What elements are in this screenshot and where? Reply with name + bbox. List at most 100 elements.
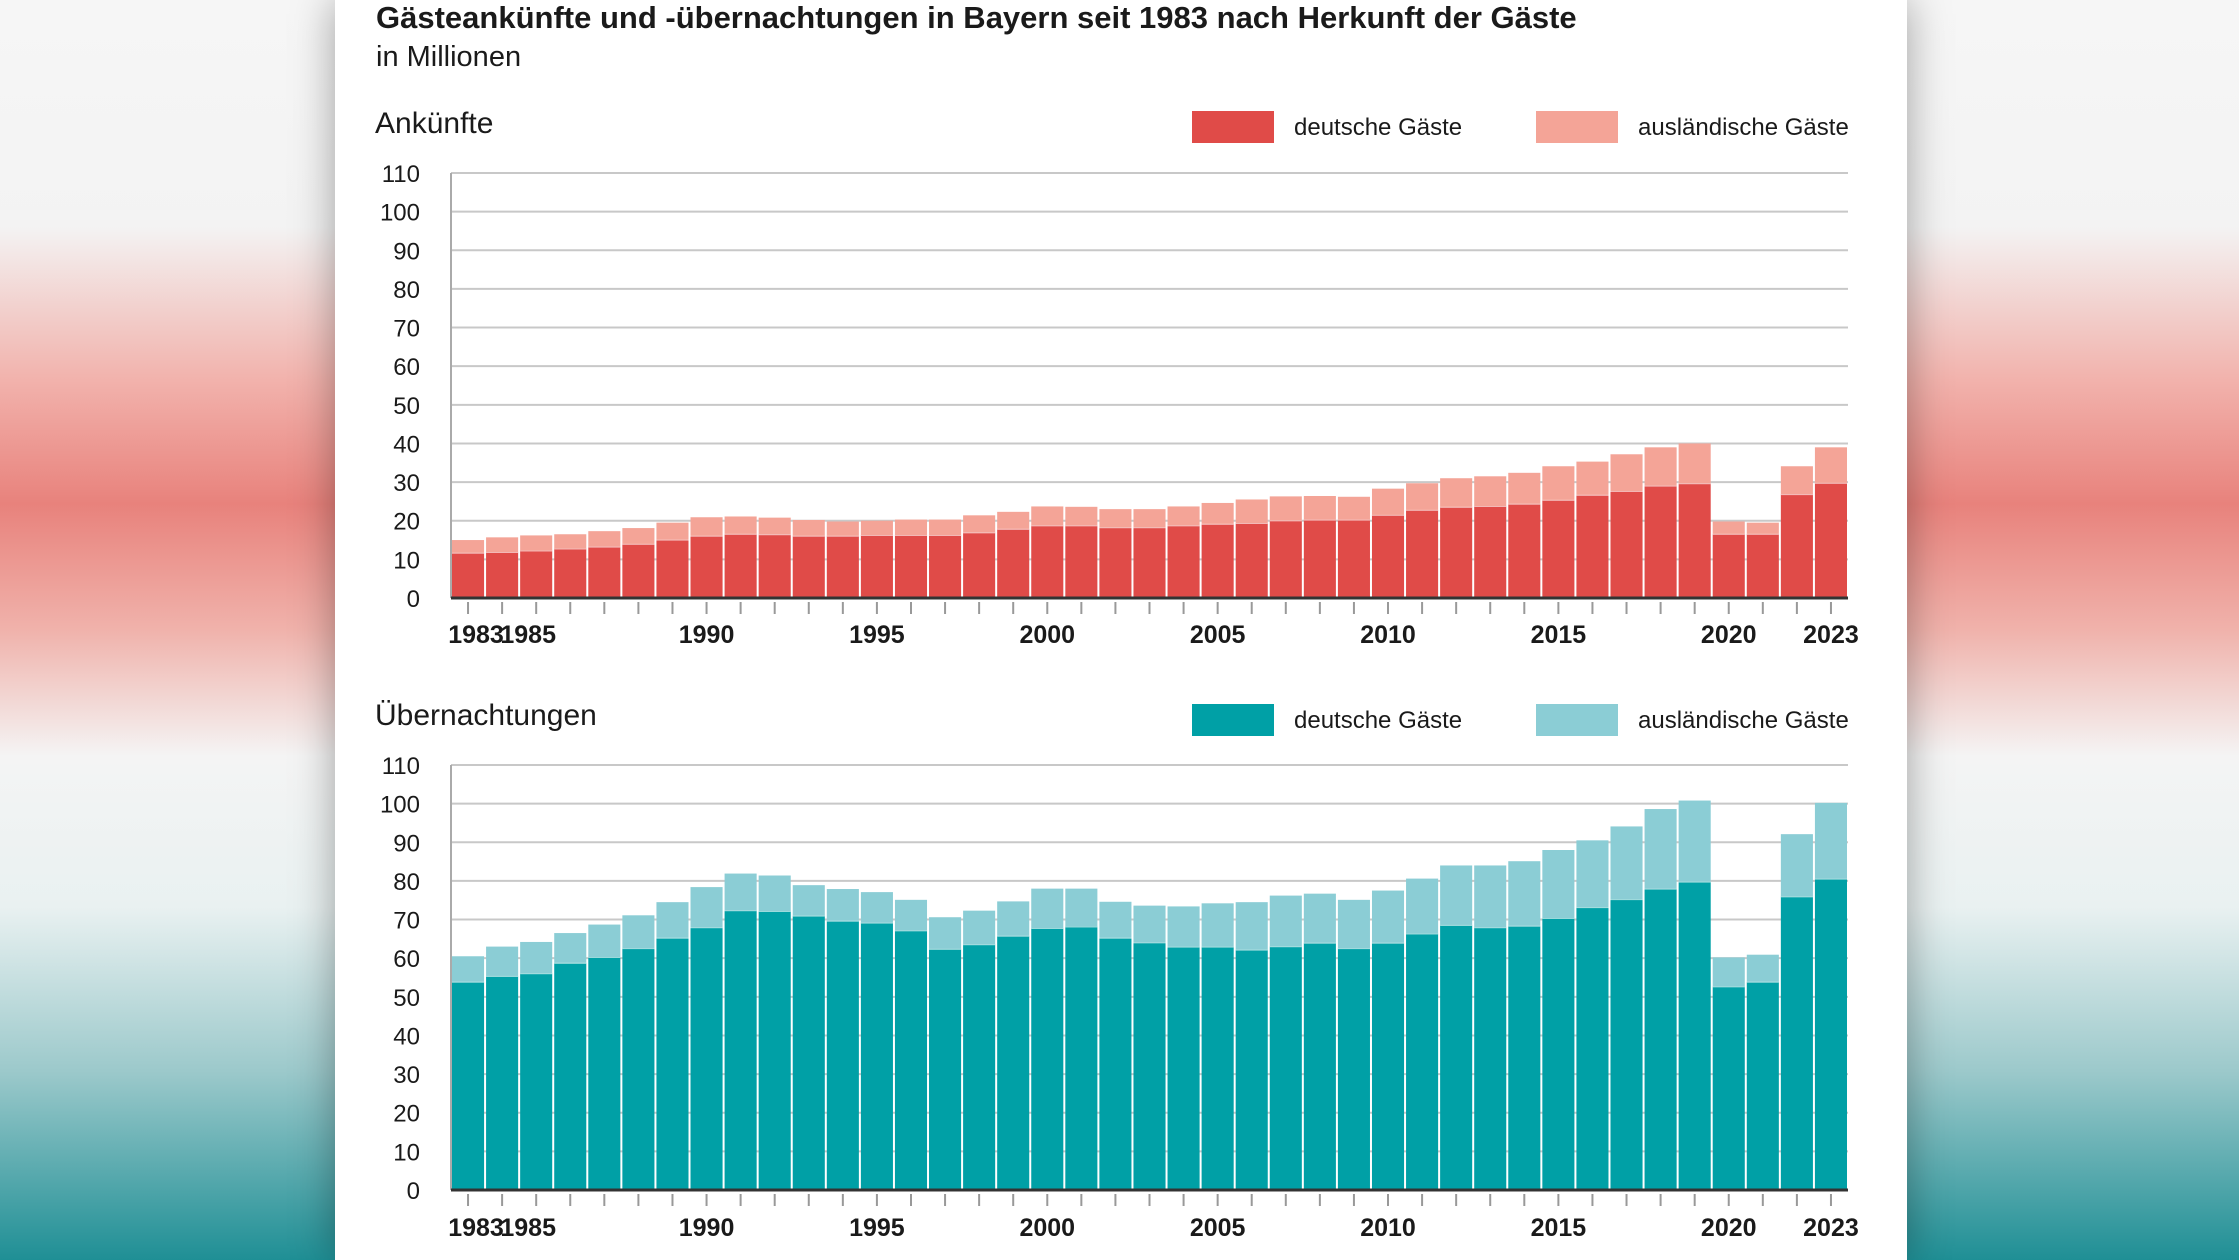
bar-german [894,535,928,598]
bar-foreign [860,520,893,536]
bar-german [520,973,553,1190]
x-tick-label: 1983 [448,1214,504,1242]
bar-foreign [724,516,757,534]
bar-foreign [1269,496,1302,521]
bar-german [690,535,723,598]
bar-foreign [724,873,757,911]
bar-german [1371,942,1405,1190]
x-tick-label: 2005 [1190,1214,1246,1242]
bar-foreign [758,517,791,535]
bar-foreign [963,910,996,945]
y-tick-label: 10 [393,1139,420,1166]
bar-german [554,548,587,598]
legend-swatch-foreign [1536,111,1618,143]
x-tick-label: 1995 [849,621,905,649]
bar-foreign [1031,506,1064,526]
bar-foreign [520,535,553,551]
bar-foreign [1610,454,1643,491]
y-tick-label: 30 [393,470,420,497]
bar-foreign [1814,802,1847,879]
y-tick-label: 20 [393,1101,420,1128]
bar-foreign [894,519,928,536]
bar-foreign [486,946,519,976]
bar-german [724,533,757,598]
bar-german [1031,525,1064,598]
bar-foreign [792,519,825,536]
bar-german [963,532,996,598]
bar-german [1576,907,1609,1190]
x-tick-label: 2000 [1019,1214,1075,1242]
bar-foreign [1167,506,1200,526]
bar-german [963,944,996,1190]
bar-german [1133,527,1166,598]
x-tick-label: 2015 [1531,621,1587,649]
bar-german [758,534,791,598]
bar-german [1065,926,1098,1190]
bar-foreign [1780,466,1813,495]
bar-german [1099,937,1132,1190]
legend-label-german: deutsche Gäste [1294,707,1462,734]
bar-foreign [1508,472,1541,504]
bar-foreign [1576,840,1609,908]
bar-foreign [1746,954,1779,982]
bar-foreign [1099,901,1132,938]
x-tick-label: 2020 [1701,621,1757,649]
bar-german [1337,948,1370,1190]
y-tick-label: 50 [393,393,420,420]
bar-foreign [1371,488,1405,515]
y-tick-label: 10 [393,547,420,574]
bar-german [1303,519,1336,598]
y-tick-label: 20 [393,509,420,536]
bar-foreign [1235,902,1268,950]
y-tick-label: 100 [380,792,420,819]
x-tick-label: 1990 [679,1214,735,1242]
bar-german [1031,928,1064,1190]
bar-foreign [588,531,621,547]
bar-foreign [894,899,928,931]
overnight-stays-chart: Übernachtungen deutsche Gäste ausländisc… [375,699,1859,1242]
bar-german [1337,519,1370,598]
bar-german [1814,482,1847,598]
chart-subtitle: in Millionen [376,41,521,73]
bar-foreign [1031,888,1064,929]
bar-german [1814,878,1847,1190]
bar-german [520,550,553,598]
bar-german [1099,527,1132,598]
bar-foreign [1780,834,1813,897]
bar-foreign [656,902,689,938]
bar-german [1474,506,1507,598]
bar-foreign [1406,878,1439,934]
bar-foreign [452,540,485,553]
bar-german [1678,483,1711,598]
bar-foreign [929,917,962,949]
bar-german [622,948,655,1190]
bar-foreign [1542,850,1575,918]
x-tick-label: 2023 [1803,1214,1859,1242]
bar-foreign [860,892,893,923]
bar-german [1508,503,1541,598]
bar-german [1542,499,1575,598]
bar-foreign [452,956,485,982]
bar-german [1065,525,1098,598]
y-tick-label: 0 [407,586,420,613]
legend-swatch-german [1192,111,1274,143]
bar-german [690,927,723,1190]
x-tick-label: 2015 [1531,1214,1587,1242]
bar-german [1678,881,1711,1190]
bar-foreign [1133,509,1166,528]
bar-foreign [520,941,553,974]
bar-german [1269,520,1302,598]
bar-foreign [554,933,587,963]
y-tick-label: 40 [393,431,420,458]
bar-german [1133,942,1166,1190]
bar-foreign [1746,522,1779,534]
x-tick-label: 2010 [1360,1214,1416,1242]
bar-german [997,528,1030,598]
y-tick-label: 100 [380,200,420,227]
bar-german [1440,924,1473,1190]
bar-foreign [1406,483,1439,510]
bar-german [1406,933,1439,1190]
bar-german [486,975,519,1190]
bar-foreign [1065,888,1098,927]
y-tick-label: 80 [393,869,420,896]
